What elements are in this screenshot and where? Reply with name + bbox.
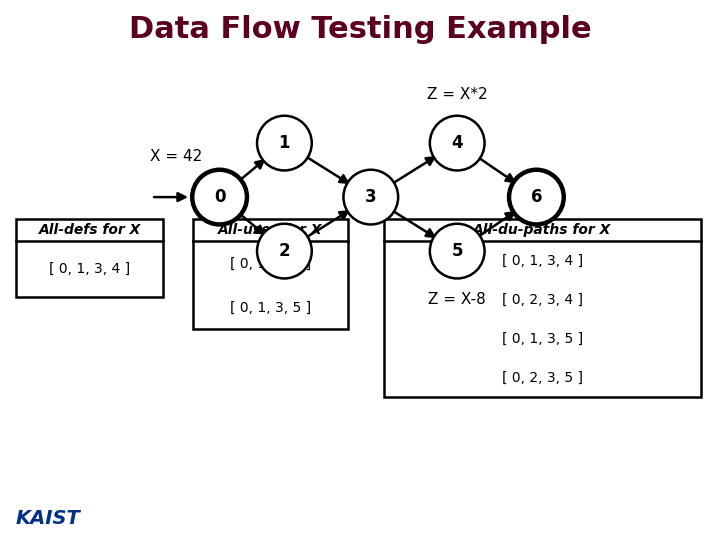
Text: 2: 2	[279, 242, 290, 260]
Text: [ 0, 1, 3, 4 ]: [ 0, 1, 3, 4 ]	[49, 262, 130, 276]
Text: All-du-paths for X: All-du-paths for X	[473, 223, 611, 237]
Text: 4: 4	[451, 134, 463, 152]
Ellipse shape	[257, 116, 312, 171]
Text: 6: 6	[531, 188, 542, 206]
Text: [ 0, 1, 3, 4 ]: [ 0, 1, 3, 4 ]	[502, 254, 582, 268]
Text: All-uses for X: All-uses for X	[218, 223, 323, 237]
Text: 5: 5	[451, 242, 463, 260]
Ellipse shape	[257, 224, 312, 279]
Text: 0: 0	[214, 188, 225, 206]
Ellipse shape	[192, 170, 247, 225]
Ellipse shape	[509, 170, 564, 225]
Text: KAIST: KAIST	[16, 509, 81, 528]
Text: [ 0, 1, 3, 5 ]: [ 0, 1, 3, 5 ]	[502, 332, 582, 346]
Text: Z = X*2: Z = X*2	[427, 87, 487, 102]
Ellipse shape	[343, 170, 398, 225]
Text: [ 0, 2, 3, 5 ]: [ 0, 2, 3, 5 ]	[502, 370, 582, 384]
Text: [ 0, 1, 3, 4 ]: [ 0, 1, 3, 4 ]	[230, 256, 311, 271]
Text: Data Flow Testing Example: Data Flow Testing Example	[129, 15, 591, 44]
FancyBboxPatch shape	[384, 219, 701, 397]
FancyBboxPatch shape	[16, 219, 163, 297]
Text: [ 0, 2, 3, 4 ]: [ 0, 2, 3, 4 ]	[502, 293, 582, 307]
Text: 3: 3	[365, 188, 377, 206]
Text: Z = X-8: Z = X-8	[428, 292, 486, 307]
Text: X = 42: X = 42	[150, 149, 202, 164]
Text: 1: 1	[279, 134, 290, 152]
Ellipse shape	[430, 224, 485, 279]
Text: [ 0, 1, 3, 5 ]: [ 0, 1, 3, 5 ]	[230, 300, 311, 314]
Text: All-defs for X: All-defs for X	[38, 223, 141, 237]
Ellipse shape	[430, 116, 485, 171]
FancyBboxPatch shape	[193, 219, 348, 329]
